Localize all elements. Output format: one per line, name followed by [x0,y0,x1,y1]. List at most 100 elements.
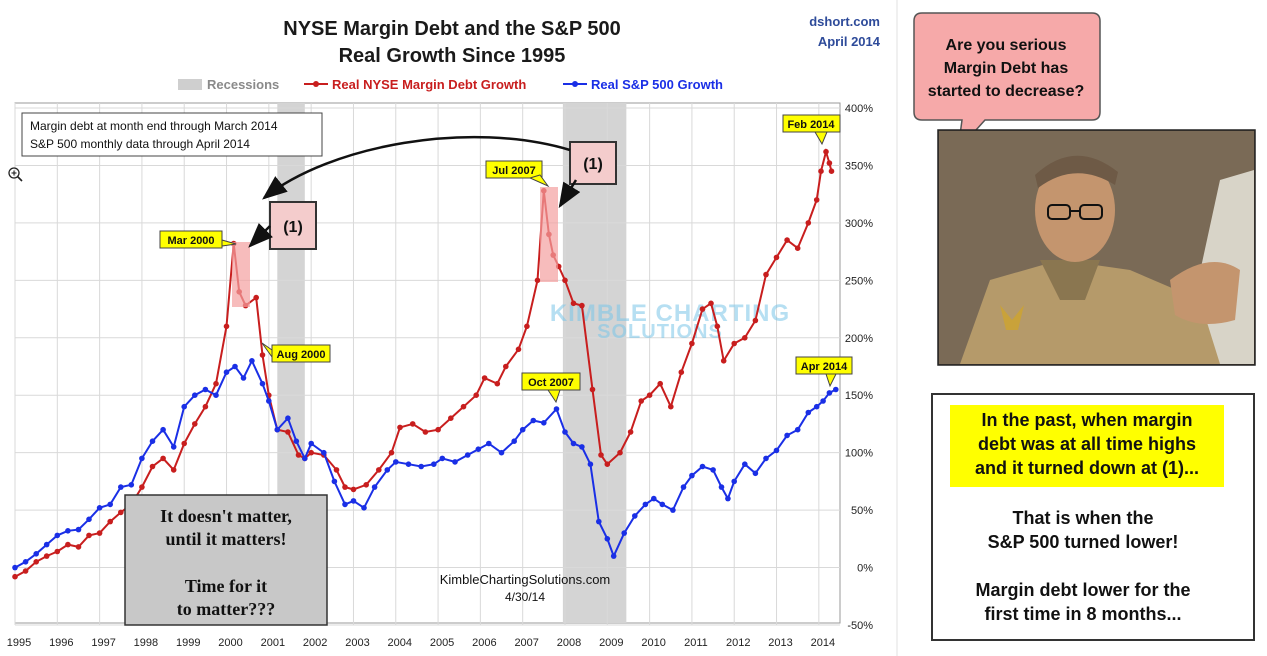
y-tick-label: 100% [845,448,873,460]
data-point [422,429,429,435]
data-point [742,461,748,468]
x-tick-label: 2005 [430,637,454,649]
data-point [65,528,71,534]
arrow-curve [262,135,571,200]
svg-text:Time for it: Time for it [185,576,267,596]
data-point [598,452,604,458]
data-point [240,375,247,381]
data-point [409,421,416,427]
data-point [192,392,198,399]
chart-title-line2: Real Growth Since 1995 [339,45,566,67]
zoom-icon[interactable] [8,167,23,182]
credit-site: KimbleChartingSolutions.com [440,572,611,587]
data-point [160,455,166,462]
x-tick-label: 1999 [176,637,200,649]
data-point [295,452,302,458]
data-point [223,323,230,330]
data-point [439,455,446,462]
data-point [632,513,638,519]
data-point [763,271,769,278]
data-point [435,426,441,433]
data-point [805,409,812,416]
data-point [646,392,653,399]
arrow-right [558,179,581,209]
data-point [363,482,370,488]
data-point [302,455,308,462]
data-point [794,245,801,251]
message-box: In the past, when margin debt was at all… [931,393,1255,641]
svg-text:first time in 8 months...: first time in 8 months... [984,604,1181,624]
marker-1-left: (1) [269,201,317,250]
x-tick-label: 2004 [388,637,412,649]
photo-image [937,129,1256,366]
svg-text:S&P 500 turned lower!: S&P 500 turned lower! [988,532,1179,552]
peak-highlight-2000 [232,242,250,307]
data-point [680,484,687,490]
data-point [587,461,594,468]
svg-text:Jul 2007: Jul 2007 [492,165,535,177]
callout-mar2000: Mar 2000 [159,230,237,249]
x-axis-ticks: 1995 1996 1997 1998 1999 2000 2001 2002 2003 2004… [7,637,835,649]
data-point [170,467,177,473]
data-point [266,398,272,404]
data-point [75,544,82,550]
callout-apr2014: Apr 2014 [795,356,853,388]
data-point [308,440,315,447]
x-tick-label: 2010 [641,637,665,649]
data-point [642,501,649,508]
watermark-line2: SOLUTIONS [597,321,723,343]
data-point [473,392,480,399]
data-point [65,541,71,548]
callout-feb2014: Feb 2014 [782,114,841,146]
data-point [720,358,727,364]
x-tick-label: 1995 [7,637,31,649]
data-point [107,501,113,508]
data-point [75,526,82,533]
data-point [213,392,219,399]
data-point [181,403,187,410]
x-tick-label: 2001 [261,637,285,649]
data-point [118,509,124,516]
svg-text:Apr 2014: Apr 2014 [801,361,848,373]
notes-line2: S&P 500 monthly data through April 2014 [30,137,250,151]
data-point [160,426,166,433]
data-point [213,380,219,387]
marker-1-right: (1) [569,141,617,185]
chart-title-line1: NYSE Margin Debt and the S&P 500 [283,18,621,40]
callout-jul2007: Jul 2007 [485,160,550,188]
data-point [22,568,29,574]
data-point [524,323,530,330]
data-point [118,484,124,490]
data-point [481,375,488,381]
data-point [773,447,780,454]
data-point [308,449,315,456]
svg-text:and it turned down at (1)...: and it turned down at (1)... [975,458,1199,478]
data-point [259,380,266,387]
data-point [350,498,357,504]
data-point [371,484,378,490]
data-point [519,426,526,433]
notes-box [21,112,323,157]
data-point [718,484,725,490]
data-point [494,380,501,387]
data-point [621,530,627,536]
svg-text:Margin debt lower for the: Margin debt lower for the [975,580,1190,600]
data-point [475,446,482,453]
data-point [192,421,198,427]
svg-text:That is when the: That is when the [1012,508,1153,528]
x-tick-label: 2008 [557,637,581,649]
data-point [342,501,348,508]
data-point [784,237,790,243]
data-point [232,363,238,370]
data-point [86,532,92,539]
data-point [708,300,714,307]
data-point [659,501,666,508]
svg-text:to matter???: to matter??? [177,599,275,619]
data-point [541,420,547,426]
credit-date: 4/30/14 [505,590,545,604]
data-point [562,429,568,435]
data-point [833,386,839,393]
data-point [699,463,706,470]
data-point [570,440,577,447]
